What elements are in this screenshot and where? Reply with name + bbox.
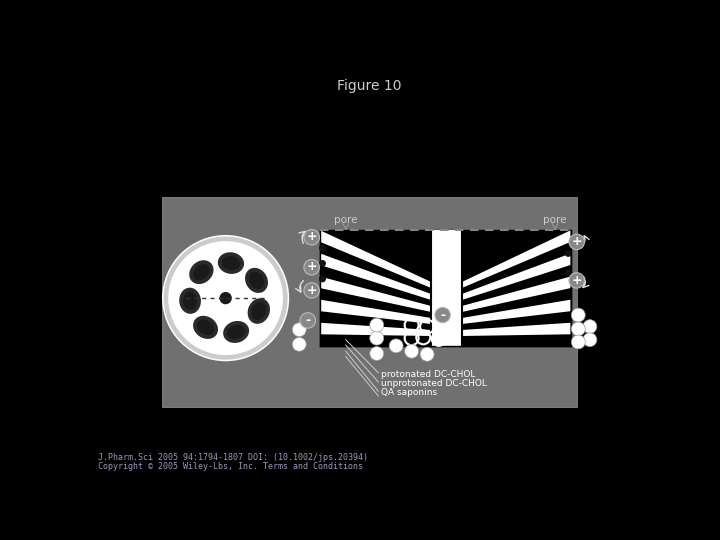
Ellipse shape: [227, 325, 246, 339]
Text: QA saponins: QA saponins: [381, 388, 437, 397]
Ellipse shape: [248, 298, 270, 324]
Circle shape: [162, 235, 289, 361]
Circle shape: [300, 313, 315, 328]
Text: unprotonated DC-CHOL: unprotonated DC-CHOL: [381, 379, 487, 388]
Circle shape: [569, 273, 585, 288]
Ellipse shape: [220, 292, 232, 304]
Circle shape: [304, 260, 320, 275]
Polygon shape: [320, 323, 431, 336]
Circle shape: [569, 234, 585, 249]
Bar: [431, 231, 462, 346]
Ellipse shape: [183, 292, 197, 310]
Polygon shape: [320, 253, 431, 300]
Circle shape: [319, 275, 326, 282]
Polygon shape: [320, 231, 431, 288]
Bar: [320, 231, 431, 346]
Circle shape: [319, 245, 326, 252]
Ellipse shape: [251, 302, 266, 320]
Polygon shape: [462, 253, 570, 300]
Polygon shape: [320, 323, 431, 336]
Circle shape: [168, 241, 283, 355]
Circle shape: [370, 347, 384, 361]
Circle shape: [420, 347, 434, 361]
Circle shape: [319, 260, 326, 267]
Ellipse shape: [193, 316, 218, 339]
Polygon shape: [462, 323, 570, 336]
Circle shape: [564, 269, 572, 276]
Ellipse shape: [249, 272, 264, 289]
Ellipse shape: [189, 260, 214, 284]
Text: Figure 10: Figure 10: [337, 79, 401, 93]
Text: -: -: [440, 308, 445, 321]
Circle shape: [370, 318, 384, 332]
Text: pore: pore: [334, 215, 358, 225]
Text: +: +: [572, 274, 582, 287]
Ellipse shape: [222, 256, 240, 270]
Polygon shape: [320, 231, 431, 288]
Bar: [162, 197, 577, 407]
Ellipse shape: [197, 320, 214, 335]
Bar: [462, 231, 570, 346]
Text: +: +: [306, 231, 317, 244]
Polygon shape: [320, 276, 431, 312]
Text: protonated DC-CHOL: protonated DC-CHOL: [381, 370, 475, 379]
Circle shape: [435, 307, 451, 323]
Ellipse shape: [179, 288, 201, 314]
Circle shape: [163, 237, 287, 360]
Circle shape: [583, 320, 597, 334]
Polygon shape: [320, 300, 431, 324]
Circle shape: [304, 230, 320, 245]
Polygon shape: [462, 276, 570, 312]
Polygon shape: [462, 300, 570, 324]
Text: Copyright © 2005 Wiley-Lbs, Inc. Terms and Conditions: Copyright © 2005 Wiley-Lbs, Inc. Terms a…: [98, 462, 363, 470]
Circle shape: [571, 335, 585, 349]
Polygon shape: [320, 253, 431, 300]
Circle shape: [564, 250, 572, 257]
Text: +: +: [572, 235, 582, 248]
Circle shape: [571, 322, 585, 336]
Circle shape: [292, 323, 306, 336]
Text: -: -: [305, 314, 310, 327]
Bar: [320, 231, 570, 346]
Text: +: +: [306, 260, 317, 273]
Circle shape: [405, 345, 418, 358]
Polygon shape: [462, 231, 570, 288]
Text: +: +: [306, 284, 317, 296]
Polygon shape: [320, 276, 431, 312]
Ellipse shape: [193, 264, 210, 280]
Ellipse shape: [245, 268, 268, 293]
Ellipse shape: [218, 252, 244, 274]
Ellipse shape: [223, 321, 249, 343]
Text: pore: pore: [544, 215, 567, 225]
Circle shape: [370, 331, 384, 345]
Text: J.Pharm.Sci 2005 94:1794-1807 DOI: (10.1002/jps.20394): J.Pharm.Sci 2005 94:1794-1807 DOI: (10.1…: [98, 453, 368, 462]
Circle shape: [389, 339, 403, 353]
Circle shape: [571, 308, 585, 322]
Circle shape: [292, 338, 306, 351]
Circle shape: [304, 283, 320, 298]
Circle shape: [583, 333, 597, 347]
Polygon shape: [320, 300, 431, 324]
